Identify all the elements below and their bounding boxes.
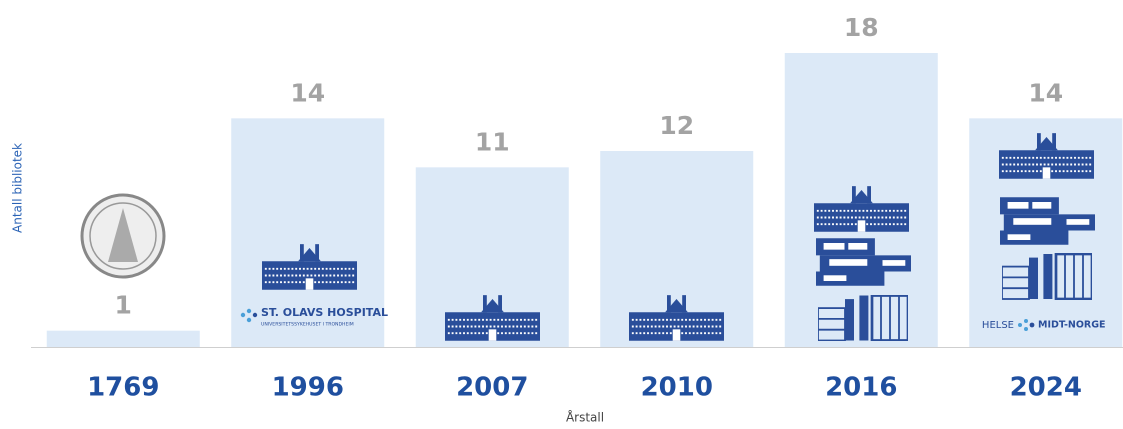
x-tick-label: 2024 [1010,373,1082,403]
icons: ST. OLAVS HOSPITAL UNIVERSITETSSYKEHUSET… [80,132,1106,341]
logo-dot [1018,323,1022,327]
logo-left: HELSE [982,320,1014,331]
value-label: 18 [844,13,879,42]
logo-dot [1024,319,1028,323]
bar [46,330,200,347]
value-label: 1 [115,291,132,320]
logo-dot [240,312,246,318]
logo-dot [246,308,252,314]
logo-dot [252,312,258,318]
seal-ring [89,202,157,270]
logo-right: MIDT-NORGE [1038,320,1106,331]
x-tick-label: 2016 [825,373,897,403]
value-label: 12 [659,111,694,140]
x-axis-title: Årstall [566,410,604,425]
value-label: 11 [475,127,510,156]
logo-dot [1024,327,1028,331]
x-tick-label: 1769 [87,373,159,403]
value-label: 14 [290,78,325,107]
x-tick-label: 2007 [456,373,528,403]
logo-name: ST. OLAVS HOSPITAL [261,306,388,319]
logo-subtitle: UNIVERSITETSSYKEHUSET I TRONDHEIM [261,322,354,328]
seal-tree [108,208,138,262]
x-tick-label: 1996 [272,373,344,403]
logo-dot [1029,322,1035,328]
value-label: 14 [1028,78,1063,107]
bars [46,53,1123,347]
logo-dot [246,317,252,323]
x-tick-label: 2010 [641,373,713,403]
y-axis-title: Antall bibliotek [11,143,25,233]
bar [231,118,385,347]
